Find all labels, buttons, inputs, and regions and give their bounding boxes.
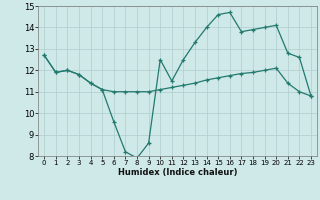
X-axis label: Humidex (Indice chaleur): Humidex (Indice chaleur) xyxy=(118,168,237,177)
